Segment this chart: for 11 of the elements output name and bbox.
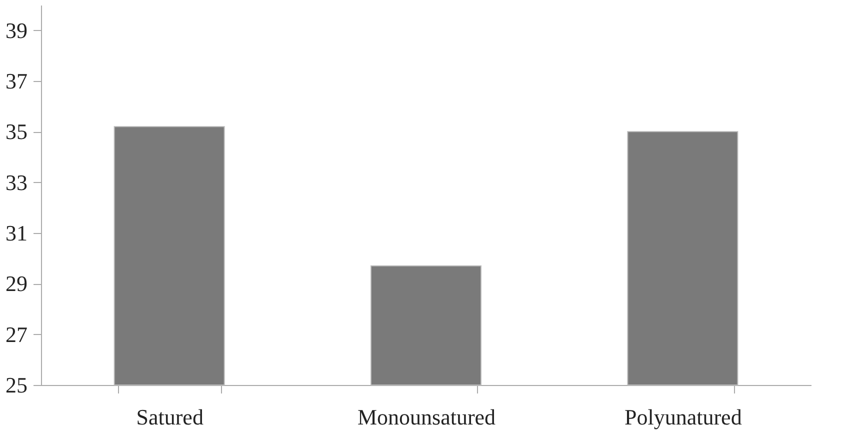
x-tick-label: Satured [136,404,204,430]
y-tick-label: 39 [6,18,28,43]
y-tick-label: 33 [6,170,28,195]
y-tick-label: 37 [6,68,28,94]
y-tick-label: 25 [6,372,28,398]
x-tick-label: Monounsatured [357,404,496,430]
y-tick-label: 27 [6,322,28,347]
x-tick-label: Polyunatured [624,404,742,430]
y-tick-label: 29 [6,271,28,296]
y-tick-label: 31 [6,220,28,246]
y-tick-label: 35 [6,119,28,144]
